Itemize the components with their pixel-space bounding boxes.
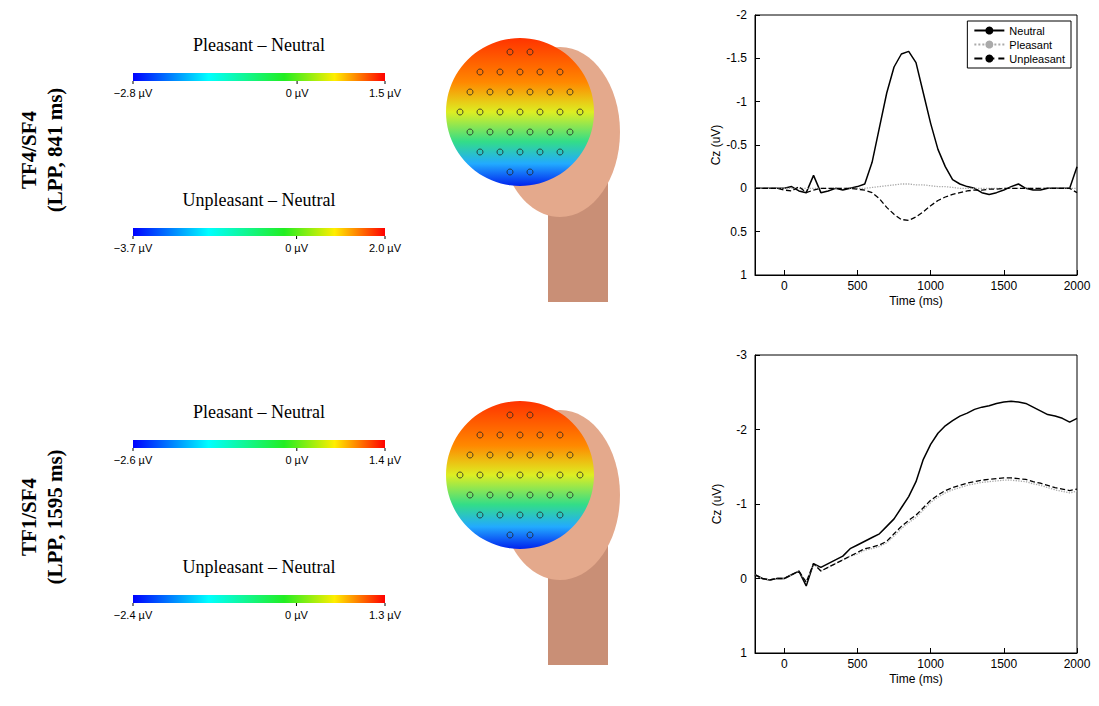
svg-text:-1: -1 [736,95,747,109]
svg-text:0 µV: 0 µV [285,454,309,466]
svg-text:1: 1 [740,268,747,282]
svg-text:0: 0 [740,181,747,195]
svg-text:1500: 1500 [990,657,1017,671]
svg-text:0 µV: 0 µV [286,87,310,99]
svg-text:Pleasant: Pleasant [1009,39,1052,51]
svg-text:-2: -2 [736,8,747,22]
svg-text:0: 0 [781,657,788,671]
svg-text:0.5: 0.5 [730,225,747,239]
svg-text:(LPP, 1595 ms): (LPP, 1595 ms) [43,449,67,584]
svg-text:Pleasant – Neutral: Pleasant – Neutral [193,402,325,422]
svg-text:Time (ms): Time (ms) [889,294,943,308]
svg-text:Pleasant – Neutral: Pleasant – Neutral [193,35,325,55]
svg-text:500: 500 [847,657,867,671]
svg-text:2000: 2000 [1064,657,1091,671]
svg-text:−3.7 µV: −3.7 µV [114,242,153,254]
svg-text:-0.5: -0.5 [726,138,747,152]
svg-text:500: 500 [847,279,867,293]
svg-text:1: 1 [740,646,747,660]
svg-text:-2: -2 [736,423,747,437]
svg-text:2.0 µV: 2.0 µV [369,242,402,254]
svg-text:-3: -3 [736,348,747,362]
svg-text:Unpleasant – Neutral: Unpleasant – Neutral [183,190,336,210]
svg-text:Cz (uV): Cz (uV) [710,484,724,525]
svg-text:Cz (uV): Cz (uV) [709,125,723,166]
svg-text:(LPP, 841 ms): (LPP, 841 ms) [43,88,67,213]
svg-text:TF4/SF4: TF4/SF4 [17,110,41,189]
svg-text:Time (ms): Time (ms) [889,672,943,686]
svg-text:-1.5: -1.5 [726,51,747,65]
svg-text:Unpleasant – Neutral: Unpleasant – Neutral [183,557,336,577]
svg-text:-1: -1 [736,497,747,511]
svg-text:Unpleasant: Unpleasant [1009,53,1065,65]
svg-text:TF1/SF4: TF1/SF4 [17,477,41,556]
svg-text:0 µV: 0 µV [285,609,309,621]
svg-text:−2.8 µV: −2.8 µV [114,87,153,99]
svg-text:1000: 1000 [917,279,944,293]
svg-text:0: 0 [740,572,747,586]
svg-text:1500: 1500 [990,279,1017,293]
svg-text:−2.6 µV: −2.6 µV [114,454,153,466]
svg-text:1.4 µV: 1.4 µV [369,454,402,466]
svg-text:1.5 µV: 1.5 µV [369,87,402,99]
svg-text:Neutral: Neutral [1009,25,1044,37]
svg-text:−2.4 µV: −2.4 µV [114,609,153,621]
svg-text:0: 0 [781,279,788,293]
svg-text:0 µV: 0 µV [285,242,309,254]
svg-text:1000: 1000 [917,657,944,671]
svg-text:1.3 µV: 1.3 µV [369,609,402,621]
svg-text:2000: 2000 [1064,279,1091,293]
